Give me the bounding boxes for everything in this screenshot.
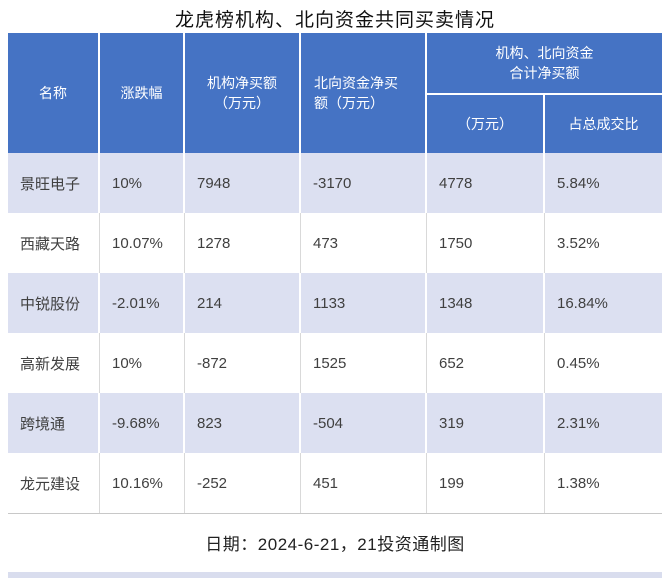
table-row: 龙元建设 10.16% -252 451 199 1.38% [8, 453, 662, 513]
cell-change: 10.07% [100, 213, 185, 273]
cell-combined-ratio: 5.84% [545, 153, 662, 213]
col-header-combined-ratio: 占总成交比 [545, 95, 662, 153]
cell-northbound-net-buy: 1133 [301, 273, 427, 333]
table-row: 高新发展 10% -872 1525 652 0.45% [8, 333, 662, 393]
table-row: 西藏天路 10.07% 1278 473 1750 3.52% [8, 213, 662, 273]
cell-northbound-net-buy: 473 [301, 213, 427, 273]
cell-name: 跨境通 [8, 393, 100, 453]
footer-note: 日期：2024-6-21，21投资通制图 [8, 513, 662, 571]
cell-institution-net-buy: 1278 [185, 213, 301, 273]
bottom-strip [8, 572, 662, 578]
col-header-change: 涨跌幅 [100, 33, 185, 153]
cell-combined-ratio: 3.52% [545, 213, 662, 273]
col-header-combined-group: 机构、北向资金 合计净买额 [427, 33, 662, 95]
cell-name: 龙元建设 [8, 453, 100, 513]
cell-combined-ratio: 16.84% [545, 273, 662, 333]
cell-combined-amount: 1750 [427, 213, 545, 273]
cell-institution-net-buy: -872 [185, 333, 301, 393]
cell-change: -9.68% [100, 393, 185, 453]
table-footer: 日期：2024-6-21，21投资通制图 [8, 513, 662, 571]
cell-combined-amount: 1348 [427, 273, 545, 333]
cell-name: 西藏天路 [8, 213, 100, 273]
table-row: 景旺电子 10% 7948 -3170 4778 5.84% [8, 153, 662, 213]
cell-combined-ratio: 0.45% [545, 333, 662, 393]
cell-change: 10.16% [100, 453, 185, 513]
cell-change: 10% [100, 153, 185, 213]
cell-combined-amount: 4778 [427, 153, 545, 213]
col-header-northbound-net-buy: 北向资金净买 额（万元） [301, 33, 427, 153]
table-row: 中锐股份 -2.01% 214 1133 1348 16.84% [8, 273, 662, 333]
cell-combined-ratio: 1.38% [545, 453, 662, 513]
cell-name: 中锐股份 [8, 273, 100, 333]
col-header-institution-net-buy: 机构净买额 （万元） [185, 33, 301, 153]
cell-northbound-net-buy: 451 [301, 453, 427, 513]
cell-change: 10% [100, 333, 185, 393]
cell-combined-amount: 199 [427, 453, 545, 513]
cell-combined-amount: 652 [427, 333, 545, 393]
cell-institution-net-buy: 7948 [185, 153, 301, 213]
table-body: 景旺电子 10% 7948 -3170 4778 5.84% 西藏天路 10.0… [8, 153, 662, 513]
cell-institution-net-buy: 823 [185, 393, 301, 453]
cell-name: 景旺电子 [8, 153, 100, 213]
cell-institution-net-buy: -252 [185, 453, 301, 513]
cell-combined-ratio: 2.31% [545, 393, 662, 453]
cell-name: 高新发展 [8, 333, 100, 393]
cell-combined-amount: 319 [427, 393, 545, 453]
cell-northbound-net-buy: -504 [301, 393, 427, 453]
cell-institution-net-buy: 214 [185, 273, 301, 333]
page-title: 龙虎榜机构、北向资金共同买卖情况 [174, 10, 495, 31]
table-row: 跨境通 -9.68% 823 -504 319 2.31% [8, 393, 662, 453]
cell-change: -2.01% [100, 273, 185, 333]
cell-northbound-net-buy: 1525 [301, 333, 427, 393]
col-header-combined-amount: （万元） [427, 95, 545, 153]
cell-northbound-net-buy: -3170 [301, 153, 427, 213]
table-header: 名称 涨跌幅 机构净买额 （万元） 北向资金净买 额（万元） 机构、北向资金 合… [8, 33, 662, 153]
data-table: 名称 涨跌幅 机构净买额 （万元） 北向资金净买 额（万元） 机构、北向资金 合… [8, 33, 662, 571]
col-header-name: 名称 [8, 33, 100, 153]
